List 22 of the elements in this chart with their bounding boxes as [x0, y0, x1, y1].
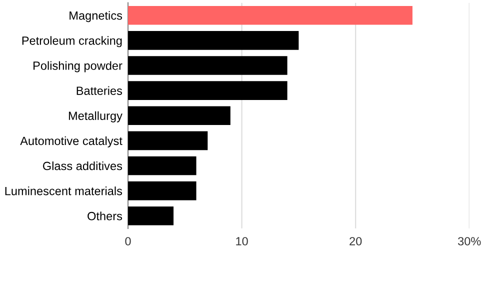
- bar: [128, 206, 174, 226]
- y-tick-label: Batteries: [76, 86, 122, 95]
- y-tick-label: Polishing powder: [34, 61, 122, 72]
- y-tick-label: Luminescent materials: [5, 186, 122, 196]
- y-tick-label: Others: [88, 212, 122, 220]
- bar: [128, 106, 230, 126]
- bar: [128, 81, 288, 100]
- bar: [128, 56, 288, 75]
- x-tick-label: 10: [236, 237, 248, 246]
- x-tick-label: 30%: [458, 237, 481, 246]
- y-tick-label: Petroleum cracking: [22, 36, 122, 48]
- y-tick-label: Automotive catalyst: [20, 136, 122, 148]
- x-tick-label: 20: [350, 237, 362, 246]
- y-tick-label: Glass additives: [43, 161, 122, 170]
- y-tick-label: Magnetics: [70, 11, 122, 22]
- bar: [128, 131, 208, 150]
- y-tick-label: Metallurgy: [68, 111, 122, 122]
- bar: [128, 156, 196, 176]
- bar: [128, 181, 196, 200]
- bar: [128, 6, 412, 25]
- x-tick-label: 0: [125, 237, 131, 246]
- bar: [128, 31, 299, 50]
